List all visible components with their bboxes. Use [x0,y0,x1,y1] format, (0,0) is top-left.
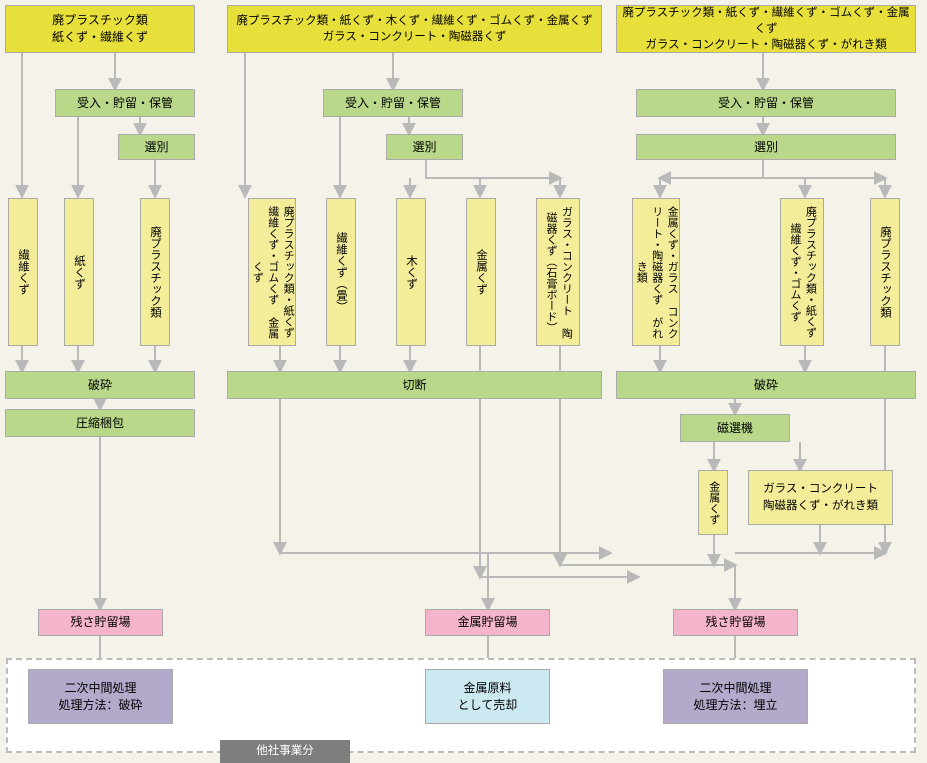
col3-out-l2: 処理方法：埋立 [693,697,777,714]
col2-out-l1: 金属原料 [463,680,511,697]
col1-mat-0: 繊維くず [8,198,38,346]
col1-sort: 選別 [118,134,195,160]
col2-head-l1: 廃プラスチック類・紙くず・木くず・繊維くず・ゴムくず・金属くず [236,13,592,29]
col3-mat-2: 廃プラスチック類 [870,198,900,346]
col1-storage: 残さ貯留場 [38,609,163,636]
col2-mat-3: 金属くず [466,198,496,346]
col1-proc2: 圧縮梱包 [5,409,195,437]
col1-mat-1: 紙くず [64,198,94,346]
col3-sort: 選別 [636,134,896,160]
col2-mat-1: 繊維くず（畳） [326,198,356,346]
col2-sort: 選別 [386,134,463,160]
col3-storage: 残さ貯留場 [673,609,798,636]
col1-receive: 受入・貯留・保管 [55,89,195,117]
col3-sub-glass: ガラス・コンクリート 陶磁器くず・がれき類 [748,470,893,525]
col1-head-l1: 廃プラスチック類 [52,12,148,29]
col1-out-l1: 二次中間処理 [64,680,136,697]
col1-proc1: 破砕 [5,371,195,399]
col3-proc1: 破砕 [616,371,916,399]
col3-out: 二次中間処理 処理方法：埋立 [663,669,808,724]
col3-out-l1: 二次中間処理 [699,680,771,697]
col3-sub-metal: 金属くず [698,470,728,535]
col1-mat-2: 廃プラスチック類 [140,198,170,346]
col3-head-l2: ガラス・コンクリート・陶磁器くず・がれき類 [645,37,886,53]
col3-mat-0: 金属くず・ガラス コンクリート・陶磁器くず がれき類 [632,198,680,346]
flowchart-canvas: 廃プラスチック類 紙くず・繊維くず 受入・貯留・保管 選別 繊維くず 紙くず 廃… [0,0,927,763]
col2-head: 廃プラスチック類・紙くず・木くず・繊維くず・ゴムくず・金属くず ガラス・コンクリ… [227,5,602,53]
col1-head-l2: 紙くず・繊維くず [52,29,148,46]
col3-receive: 受入・貯留・保管 [636,89,896,117]
col2-mat-2: 木くず [396,198,426,346]
col1-out: 二次中間処理 処理方法：破砕 [28,669,173,724]
col2-out: 金属原料 として売却 [425,669,550,724]
col1-out-l2: 処理方法：破砕 [58,697,142,714]
col2-mat-4: ガラス・コンクリート 陶磁器くず（石膏ボード） [536,198,580,346]
col3-head: 廃プラスチック類・紙くず・繊維くず・ゴムくず・金属くず ガラス・コンクリート・陶… [616,5,916,53]
col1-head: 廃プラスチック類 紙くず・繊維くず [5,5,195,53]
col3-head-l1: 廃プラスチック類・紙くず・繊維くず・ゴムくず・金属くず [617,5,915,37]
external-label: 他社事業分 [220,740,350,763]
col2-receive: 受入・貯留・保管 [323,89,463,117]
col3-mat-1: 廃プラスチック類・紙くず 繊維くず・ゴムくず [780,198,824,346]
col2-mat-0: 廃プラスチック類・紙くず 繊維くず・ゴムくず 金属くず [248,198,296,346]
col3-mag: 磁選機 [680,414,790,442]
col2-out-l2: として売却 [458,697,518,714]
col2-storage: 金属貯留場 [425,609,550,636]
col2-proc1: 切断 [227,371,602,399]
col2-head-l2: ガラス・コンクリート・陶磁器くず [323,29,507,45]
